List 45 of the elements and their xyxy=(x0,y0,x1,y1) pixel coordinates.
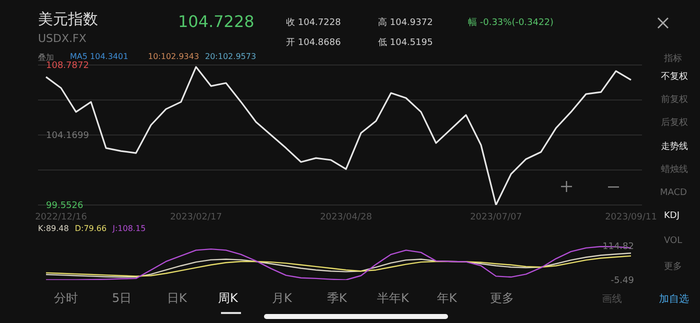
text: 不复权 xyxy=(661,70,688,83)
text: 加自选 xyxy=(659,292,689,306)
x-tick-label: 2023/02/17 xyxy=(170,212,222,222)
y-tick-label: 108.7872 xyxy=(46,61,89,72)
text: D:79.66 xyxy=(74,224,107,233)
text: MA5 104.3401 xyxy=(70,52,128,61)
text: 月K xyxy=(272,290,292,307)
text: VOL xyxy=(664,236,682,246)
text: 画线 xyxy=(602,292,622,306)
text: KDJ xyxy=(664,211,680,221)
text: 叠加 xyxy=(38,52,54,62)
text: 分时 xyxy=(54,290,78,307)
x-tick-label: 2022/12/16 xyxy=(35,212,88,222)
y-tick-label: -5.49 xyxy=(610,276,634,286)
text: K:89.48 xyxy=(38,224,69,233)
text: 日K xyxy=(167,290,187,307)
text: 半年K xyxy=(377,290,409,307)
text: 季K xyxy=(327,290,347,307)
text: J:108.15 xyxy=(112,224,146,233)
text: 幅 -0.33%(-0.3422) xyxy=(468,16,554,29)
text: 104.7228 xyxy=(178,12,254,31)
text: 开 104.8686 xyxy=(286,37,341,49)
x-tick-label: 2023/09/11 xyxy=(605,212,657,222)
text: 20:102.9573 xyxy=(205,52,256,61)
text: 年K xyxy=(437,290,457,307)
text: 走势线 xyxy=(661,140,688,153)
text: 10:102.9343 xyxy=(148,52,200,61)
text: 周K xyxy=(218,290,238,307)
chart-title: 美元指数 xyxy=(38,10,98,29)
text: 更多 xyxy=(664,260,682,273)
text: 蜡烛线 xyxy=(661,164,688,176)
text: 前复权 xyxy=(661,94,688,106)
chart-subtitle: USDX.FX xyxy=(38,32,86,45)
text: 低 104.5195 xyxy=(378,37,433,49)
text: 收 104.7228 xyxy=(286,17,341,29)
text: MACD xyxy=(660,188,687,198)
text: 更多 xyxy=(490,290,514,307)
text: 高 104.9372 xyxy=(378,16,433,29)
text: 后复权 xyxy=(661,116,688,129)
y-tick-label: 99.5526 xyxy=(46,201,84,212)
text: 5日 xyxy=(112,290,132,307)
y-tick-label: 104.1699 xyxy=(46,131,90,142)
text: 指标 xyxy=(664,52,682,65)
x-tick-label: 2023/07/07 xyxy=(470,212,522,222)
x-tick-label: 2023/04/28 xyxy=(320,212,372,222)
